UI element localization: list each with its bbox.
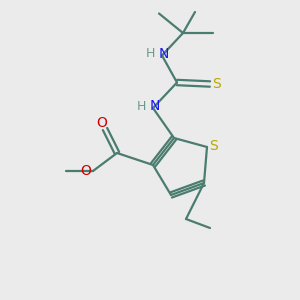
- Text: H: H: [137, 100, 146, 113]
- Text: N: N: [149, 100, 160, 113]
- Text: S: S: [209, 139, 218, 152]
- Text: O: O: [80, 164, 91, 178]
- Text: S: S: [212, 77, 221, 91]
- Text: O: O: [97, 116, 107, 130]
- Text: H: H: [146, 47, 155, 61]
- Text: N: N: [158, 47, 169, 61]
